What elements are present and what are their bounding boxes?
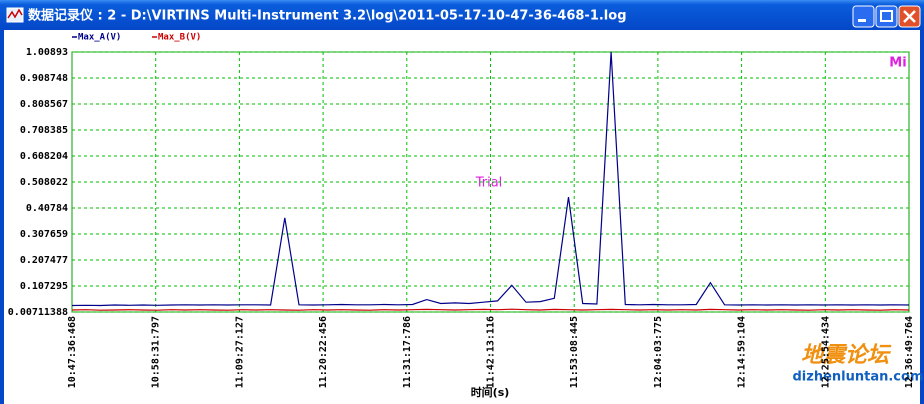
series-line — [71, 308, 910, 311]
x-tick-label: 11:42:13:116 — [486, 316, 497, 388]
x-tick-label: 11:09:27:127 — [234, 316, 245, 388]
x-tick-label: 11:31:17:786 — [402, 316, 413, 388]
maximize-button[interactable] — [875, 5, 898, 28]
x-tick-label: 11:20:22:456 — [318, 316, 329, 388]
y-tick-label: 0.107295 — [20, 281, 68, 292]
y-tick-label: 0.207477 — [20, 255, 68, 266]
y-tick-label: 0.708385 — [20, 125, 68, 136]
x-tick-label: 12:04:03:775 — [653, 316, 664, 388]
maximize-icon — [880, 10, 893, 22]
y-tick-label: 0.00711388 — [8, 307, 68, 318]
watermark-text: 地震论坛 — [801, 343, 892, 368]
x-axis-title: 时间(s) — [471, 385, 510, 399]
legend-label: Max_B(V) — [158, 33, 201, 43]
y-tick-label: 0.508022 — [20, 177, 68, 188]
x-tick-label: 12:25:54:434 — [820, 316, 831, 388]
minimize-icon — [858, 19, 866, 22]
window-border — [920, 30, 924, 404]
minimize-button[interactable] — [852, 5, 875, 28]
app-icon-graph — [7, 8, 23, 19]
close-icon — [903, 10, 916, 23]
title-bar — [0, 0, 924, 30]
y-tick-label: 0.307659 — [20, 229, 68, 240]
y-tick-label: 0.40784 — [26, 203, 68, 214]
legend-label: Max_A(V) — [78, 33, 121, 43]
x-tick-label: 10:47:36:468 — [67, 316, 78, 388]
series-line — [71, 51, 910, 307]
x-tick-label: 12:36:49:764 — [904, 316, 915, 388]
logo: Mi — [889, 56, 906, 71]
watermark-url: dizhenluntan.com — [793, 370, 924, 385]
x-tick-label: 11:53:08:445 — [569, 316, 580, 388]
window-border — [0, 30, 4, 404]
annotation: Trial — [475, 176, 503, 191]
y-tick-label: 0.808567 — [20, 99, 68, 110]
y-tick-label: 0.608204 — [20, 151, 68, 162]
window-title: 数据记录仪 : 2 - D:\VIRTINS Multi-Instrument … — [28, 8, 627, 24]
x-tick-label: 12:14:59:104 — [737, 316, 748, 388]
y-tick-label: 0.908748 — [20, 73, 68, 84]
y-tick-label: 1.00893 — [26, 47, 68, 58]
x-tick-label: 10:58:31:797 — [151, 316, 162, 388]
